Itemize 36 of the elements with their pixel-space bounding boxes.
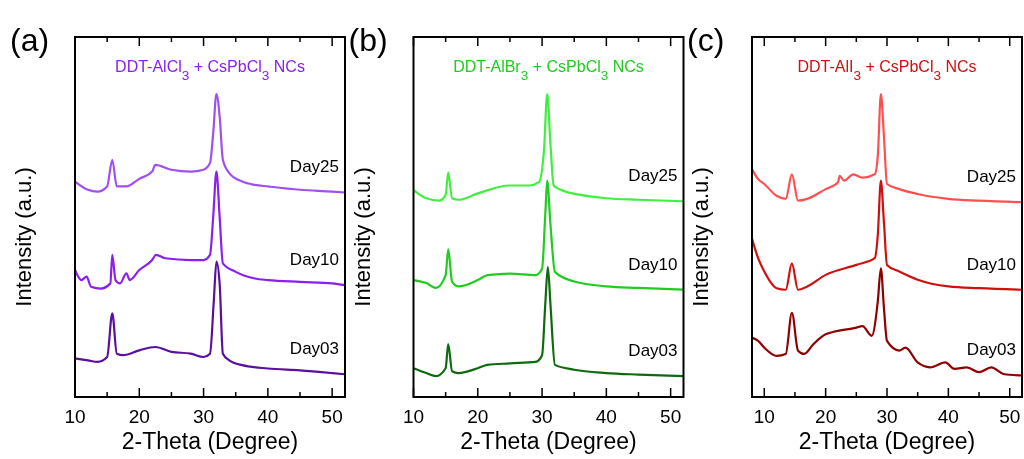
x-tick-label: 30 — [193, 406, 215, 427]
x-tick-label: 10 — [402, 406, 425, 427]
x-axis-title: 2-Theta (Degree) — [121, 428, 299, 454]
series-label: Day03 — [628, 341, 678, 361]
y-axis-title: Intensity (a.u.) — [688, 167, 713, 307]
series-label: Day10 — [289, 250, 339, 270]
x-tick-label: 30 — [876, 406, 898, 427]
chart-title: DDT-AlI$_{3}$ + CsPbCl$_{3}$ NCs — [797, 58, 977, 83]
chart-title: DDT-AlCl$_{3}$ + CsPbCl$_{3}$ NCs — [115, 58, 305, 83]
series-label: Day25 — [289, 157, 339, 177]
text: (c) — [687, 22, 725, 58]
x-tick-label: 40 — [595, 406, 617, 427]
x-tick-label: 10 — [64, 406, 86, 427]
y-axis-title: Intensity (a.u.) — [11, 167, 36, 307]
x-tick-label: 20 — [815, 406, 837, 427]
series-label: Day25 — [628, 166, 678, 186]
x-tick-label: 20 — [467, 406, 489, 427]
series-label: Day03 — [966, 340, 1016, 360]
text: (a) — [10, 22, 50, 58]
x-tick-label: 50 — [999, 406, 1021, 427]
x-tick-label: 50 — [321, 406, 343, 427]
x-tick-label: 30 — [531, 406, 553, 427]
x-tick-label: 20 — [128, 406, 150, 427]
x-axis-title: 2-Theta (Degree) — [460, 428, 637, 454]
x-tick-label: 10 — [753, 406, 775, 427]
text: (b) — [348, 22, 388, 58]
chart-title: DDT-AlBr$_{3}$ + CsPbCl$_{3}$ NCs — [453, 58, 644, 83]
y-axis-title: Intensity (a.u.) — [349, 167, 375, 307]
series-label: Day10 — [966, 254, 1016, 274]
x-axis-title: 2-Theta (Degree) — [798, 428, 976, 454]
series-label: Day25 — [966, 167, 1016, 187]
x-tick-label: 50 — [660, 406, 682, 427]
x-tick-label: 40 — [257, 406, 279, 427]
x-tick-label: 40 — [937, 406, 959, 427]
series-label: Day03 — [289, 339, 339, 359]
series-label: Day10 — [628, 254, 678, 274]
